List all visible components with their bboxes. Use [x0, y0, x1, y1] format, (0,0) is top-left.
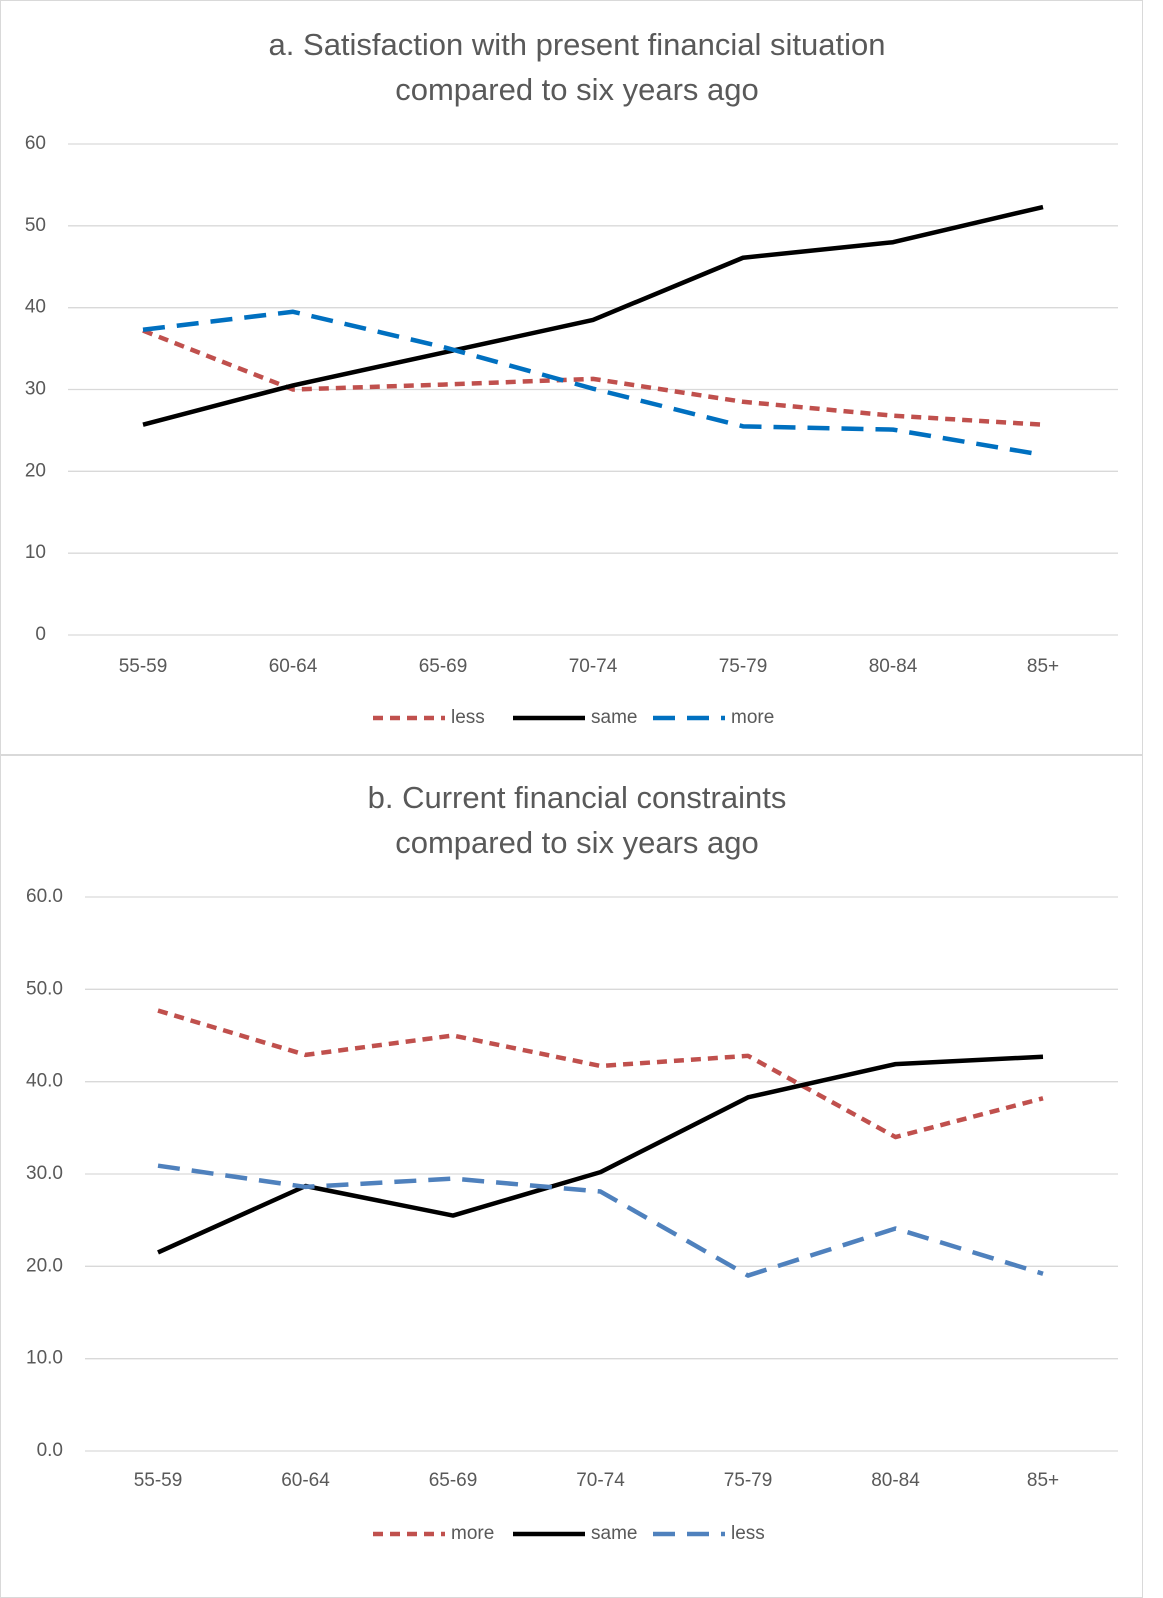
legend-label: less — [451, 707, 485, 728]
y-tick-label: 30.0 — [26, 1163, 63, 1184]
y-tick-label: 20.0 — [26, 1255, 63, 1276]
x-tick-label: 75-79 — [719, 656, 768, 677]
chart: b. Current financial constraints compared… — [0, 755, 1143, 1598]
x-tick-label: 60-64 — [269, 656, 318, 677]
series-line — [157, 1054, 1044, 1255]
y-tick-label: 50 — [25, 215, 46, 236]
y-tick-label: 50.0 — [26, 978, 63, 999]
x-tick-label: 65-69 — [419, 656, 468, 677]
y-tick-label: 10.0 — [26, 1348, 63, 1369]
chart-title: b. Current financial constraints — [368, 780, 787, 815]
chart-title: a. Satisfaction with present financial s… — [269, 27, 886, 62]
x-tick-label: 70-74 — [569, 656, 618, 677]
x-tick-label: 85+ — [1027, 1470, 1059, 1491]
y-tick-label: 30 — [25, 379, 46, 400]
legend-label: more — [731, 707, 774, 728]
legend-label: less — [731, 1523, 765, 1544]
chart: a. Satisfaction with present financial s… — [0, 0, 1143, 755]
y-tick-label: 20 — [25, 460, 46, 481]
chart-title: compared to six years ago — [395, 72, 759, 107]
x-tick-label: 55-59 — [134, 1470, 183, 1491]
x-tick-label: 85+ — [1027, 656, 1059, 677]
y-tick-label: 10 — [25, 542, 46, 563]
series-line — [142, 328, 1044, 427]
legend-label: same — [591, 707, 637, 728]
legend-label: same — [591, 1523, 637, 1544]
y-tick-label: 60 — [25, 133, 46, 154]
y-tick-label: 40 — [25, 297, 46, 318]
x-tick-label: 55-59 — [119, 656, 168, 677]
chart-title: compared to six years ago — [395, 825, 759, 860]
y-tick-label: 0.0 — [37, 1440, 63, 1461]
x-tick-label: 70-74 — [576, 1470, 625, 1491]
series-line — [142, 309, 1044, 458]
x-tick-label: 60-64 — [281, 1470, 330, 1491]
x-tick-label: 75-79 — [724, 1470, 773, 1491]
y-tick-label: 0 — [35, 624, 46, 645]
x-tick-label: 65-69 — [429, 1470, 478, 1491]
y-tick-label: 40.0 — [26, 1071, 63, 1092]
x-tick-label: 80-84 — [871, 1470, 920, 1491]
legend-label: more — [451, 1523, 494, 1544]
y-tick-label: 60.0 — [26, 886, 63, 907]
series-line — [142, 204, 1044, 427]
series-line — [157, 1163, 1044, 1278]
series-line — [157, 1008, 1044, 1140]
chart-border — [0, 0, 1143, 755]
x-tick-label: 80-84 — [869, 656, 918, 677]
